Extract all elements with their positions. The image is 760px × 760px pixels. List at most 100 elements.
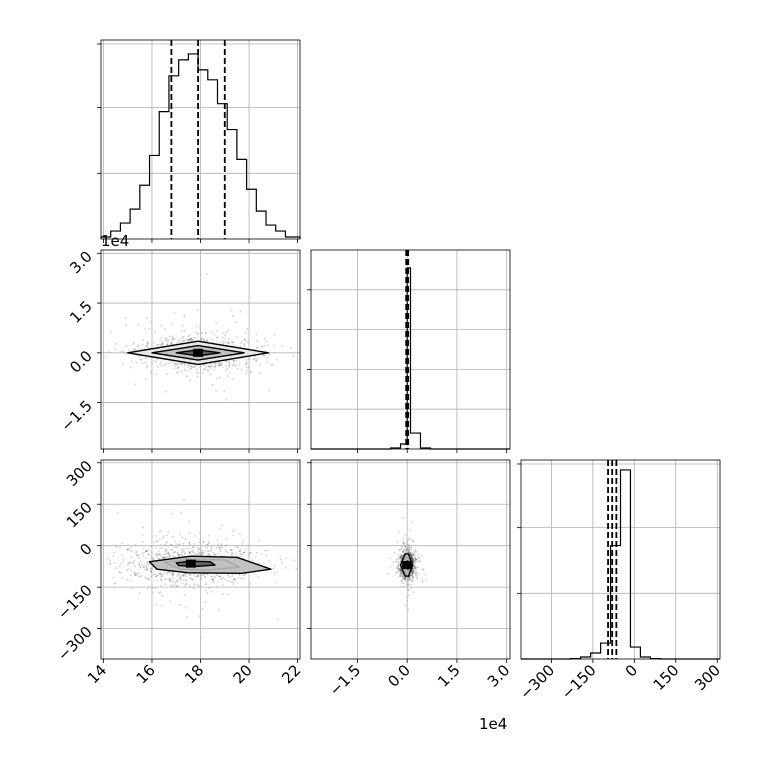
panel-frame-1-1: [310, 249, 511, 450]
sample-point-2-0: [171, 577, 174, 579]
sample-point-2-1: [411, 570, 414, 573]
sample-point-2-1: [407, 584, 409, 587]
sample-point-1-0: [228, 365, 231, 368]
sample-point-1-0: [135, 361, 138, 364]
sample-point-2-1: [411, 557, 414, 560]
sample-point-1-0: [245, 362, 248, 365]
sample-point-2-1: [408, 577, 411, 579]
sample-point-1-0: [132, 348, 135, 351]
sample-point-2-0: [281, 562, 284, 564]
sample-point-1-0: [210, 365, 213, 368]
sample-point-1-0: [187, 338, 190, 341]
sample-point-2-1: [405, 548, 408, 551]
sample-point-2-0: [211, 578, 214, 581]
sample-point-2-0: [142, 566, 145, 569]
sample-point-2-1: [407, 608, 410, 611]
sample-point-2-1: [399, 568, 401, 571]
sample-point-1-0: [186, 369, 189, 372]
sample-point-2-1: [399, 569, 402, 572]
sample-point-1-0: [192, 366, 195, 368]
histogram-param-2: [311, 267, 510, 450]
y-tick-label-param-3-2: 0: [76, 540, 95, 559]
sample-point-1-0: [246, 369, 248, 372]
sample-point-2-0: [222, 593, 225, 596]
sample-point-1-0: [247, 341, 250, 344]
sample-point-2-0: [254, 556, 257, 558]
sample-point-2-0: [193, 573, 196, 576]
sample-point-2-1: [400, 573, 402, 576]
sample-point-2-1: [412, 553, 415, 556]
sample-point-2-0: [208, 550, 211, 553]
sample-point-2-1: [400, 554, 403, 557]
sample-point-1-0: [229, 363, 231, 366]
sample-point-1-0: [206, 338, 209, 341]
sample-point-2-1: [399, 571, 402, 573]
sample-point-1-0: [177, 366, 180, 369]
sample-point-1-0: [215, 364, 217, 367]
sample-point-2-1: [392, 561, 395, 563]
sample-point-2-0: [237, 576, 240, 579]
sample-point-1-0: [232, 359, 235, 362]
sample-point-1-0: [190, 339, 193, 342]
sample-point-1-0: [161, 341, 164, 343]
sample-point-2-0: [163, 543, 166, 546]
sample-point-2-0: [192, 578, 194, 581]
sample-point-2-0: [251, 559, 254, 562]
sample-point-2-0: [129, 561, 132, 564]
sample-point-2-1: [415, 550, 418, 553]
sample-point-2-0: [177, 553, 180, 555]
sample-point-1-0: [196, 308, 199, 311]
sample-point-2-0: [147, 553, 149, 556]
sample-point-2-1: [412, 552, 415, 555]
sample-point-2-0: [169, 579, 172, 581]
sample-point-1-0: [167, 362, 169, 365]
sample-point-1-0: [228, 364, 231, 366]
sample-point-1-0: [170, 323, 173, 325]
sample-point-2-0: [193, 543, 196, 545]
sample-point-2-0: [160, 554, 163, 557]
sample-point-2-0: [192, 546, 195, 548]
sample-point-2-1: [413, 551, 416, 554]
sample-point-2-0: [181, 550, 184, 553]
sample-point-1-0: [262, 354, 265, 357]
sample-point-2-0: [185, 583, 187, 586]
sample-point-2-0: [275, 581, 278, 584]
sample-point-2-0: [174, 540, 177, 543]
sample-point-1-0: [268, 353, 271, 356]
sample-point-1-0: [238, 363, 241, 366]
sample-point-1-0: [222, 332, 224, 335]
sample-point-2-0: [160, 547, 163, 550]
sample-point-1-0: [261, 345, 264, 348]
sample-point-1-0: [173, 337, 176, 340]
sample-point-2-0: [191, 549, 194, 552]
sample-point-1-0: [141, 362, 144, 365]
sample-point-2-0: [200, 577, 203, 580]
sample-point-2-1: [413, 561, 416, 564]
sample-point-1-0: [109, 331, 112, 334]
sample-point-2-0: [164, 550, 167, 553]
sample-point-2-0: [136, 554, 138, 557]
sample-point-2-0: [257, 562, 260, 565]
sample-point-2-0: [161, 575, 164, 578]
sample-point-1-0: [205, 365, 207, 368]
sample-point-1-0: [212, 365, 215, 368]
sample-point-2-0: [145, 568, 148, 570]
sample-point-2-1: [412, 562, 415, 565]
sample-point-1-0: [225, 398, 228, 401]
sample-point-2-0: [176, 580, 179, 583]
sample-point-2-0: [196, 553, 199, 556]
sample-point-2-1: [411, 572, 414, 575]
sample-point-2-0: [138, 575, 140, 578]
sample-point-2-0: [239, 555, 241, 558]
sample-point-1-0: [227, 342, 230, 345]
sample-point-2-0: [170, 580, 173, 583]
sample-point-2-0: [116, 511, 119, 514]
sample-point-1-0: [223, 390, 226, 393]
sample-point-1-0: [156, 365, 159, 368]
sample-point-2-0: [225, 550, 227, 553]
sample-point-2-0: [153, 541, 156, 544]
sample-point-2-0: [154, 554, 157, 557]
sample-point-2-0: [263, 562, 265, 564]
sample-point-2-0: [183, 499, 185, 501]
sample-point-1-0: [252, 358, 255, 361]
